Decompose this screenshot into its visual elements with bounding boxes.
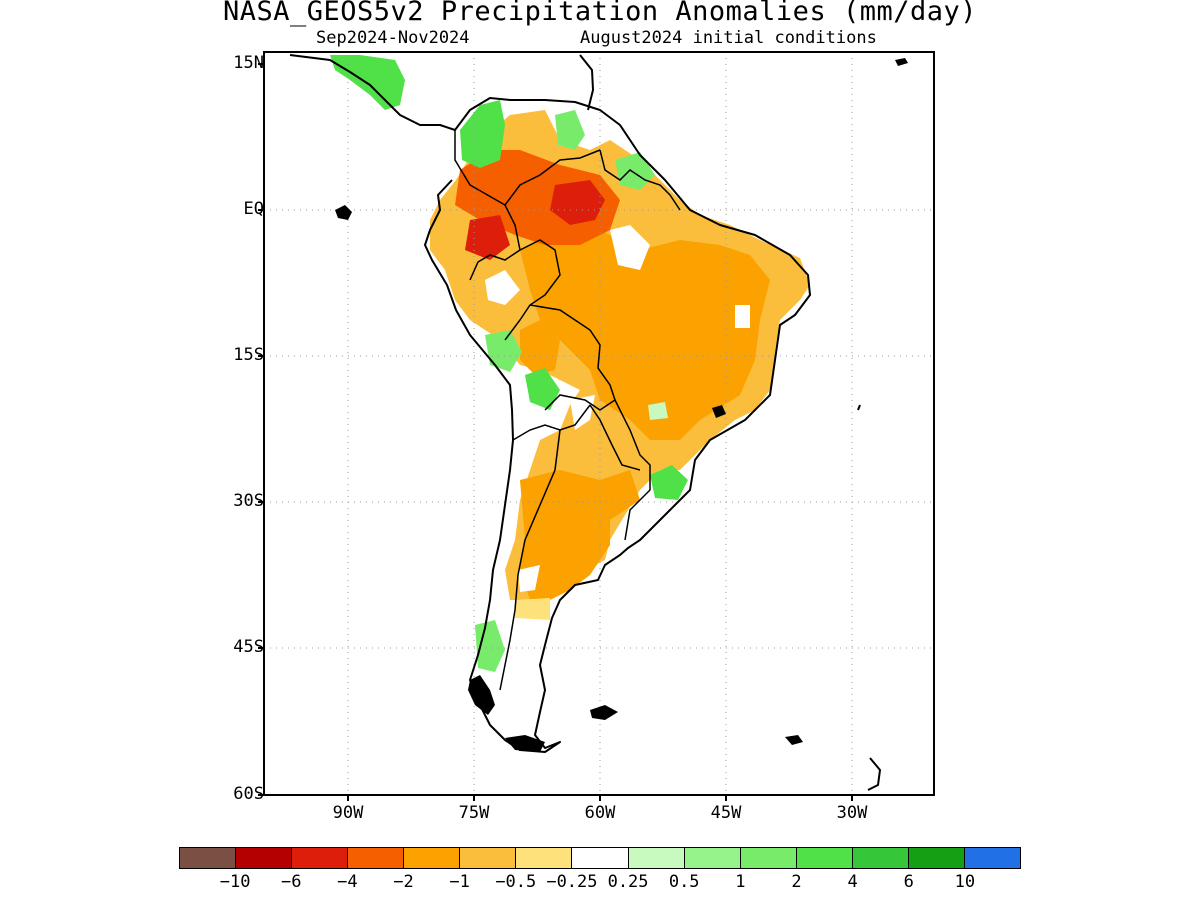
lon-label-45w: 45W — [710, 803, 742, 823]
map-title: NASA_GEOS5v2 Precipitation Anomalies (mm… — [223, 0, 977, 27]
dry-anomaly-region — [430, 110, 810, 620]
colorbar-swatch — [628, 848, 685, 868]
colorbar-swatch — [460, 848, 517, 868]
lon-label-75w: 75W — [458, 803, 490, 823]
coastline — [289, 54, 881, 791]
colorbar-tick-label: 6 — [903, 872, 914, 892]
colorbar-tick-label: −0.25 — [546, 872, 598, 892]
colorbar-swatch — [236, 848, 293, 868]
colorbar-swatch — [964, 848, 1020, 868]
colorbar-swatch — [852, 848, 909, 868]
colorbar-swatch — [684, 848, 741, 868]
colorbar-swatch — [796, 848, 853, 868]
colorbar-tick-label: −0.5 — [495, 872, 537, 892]
lon-label-90w: 90W — [332, 803, 364, 823]
lat-label-45s: 45S — [233, 637, 264, 657]
lon-label-60w: 60W — [584, 803, 616, 823]
colorbar — [179, 847, 1021, 869]
colorbar-tick-label: 10 — [954, 872, 976, 892]
colorbar-tick-label: −2 — [393, 872, 414, 892]
lat-label-15s: 15S — [233, 345, 264, 365]
colorbar-swatch — [180, 848, 237, 868]
initial-conditions: August2024 initial conditions — [580, 28, 877, 48]
forecast-period: Sep2024-Nov2024 — [316, 28, 470, 48]
colorbar-tick-label: 4 — [847, 872, 858, 892]
colorbar-tick-label: −1 — [449, 872, 470, 892]
country-borders — [454, 130, 681, 691]
colorbar-tick-label: 2 — [791, 872, 802, 892]
colorbar-swatch — [740, 848, 797, 868]
lat-label-eq: EQ — [243, 199, 264, 219]
colorbar-swatch — [516, 848, 573, 868]
islands — [335, 58, 908, 752]
colorbar-swatch — [908, 848, 965, 868]
colorbar-tick-label: 0.5 — [668, 872, 700, 892]
colorbar-tick-label: −4 — [337, 872, 358, 892]
lat-label-60s: 60S — [233, 784, 264, 804]
colorbar-tick-label: 1 — [735, 872, 746, 892]
colorbar-tick-label: −6 — [281, 872, 302, 892]
colorbar-swatch — [292, 848, 349, 868]
lon-label-30w: 30W — [836, 803, 868, 823]
graticule — [264, 52, 934, 795]
colorbar-swatch — [404, 848, 461, 868]
colorbar-tick-label: −10 — [219, 872, 251, 892]
lat-label-30s: 30S — [233, 491, 264, 511]
colorbar-swatch — [572, 848, 629, 868]
colorbar-swatch — [348, 848, 405, 868]
colorbar-tick-label: 0.25 — [607, 872, 649, 892]
axis-ticks — [258, 63, 853, 801]
lat-label-15n: 15N — [233, 53, 264, 73]
